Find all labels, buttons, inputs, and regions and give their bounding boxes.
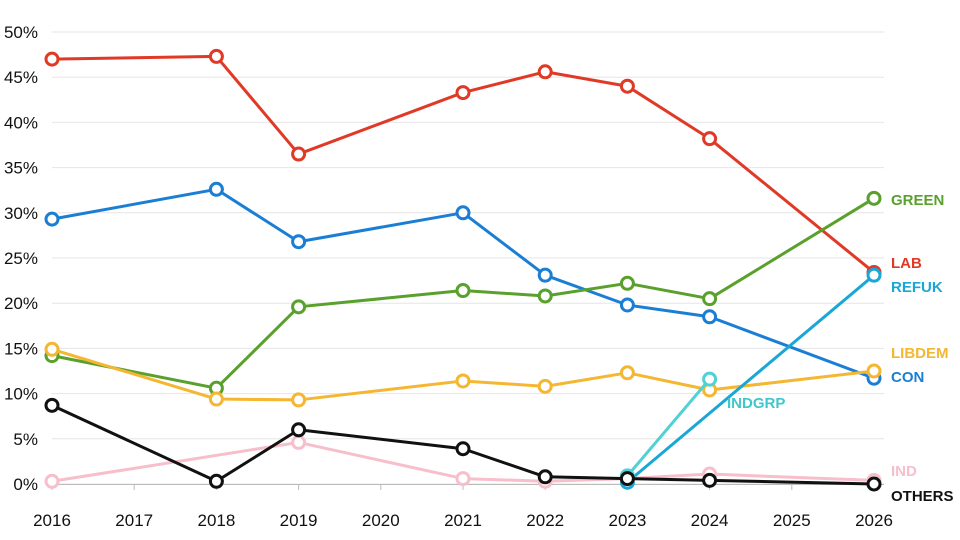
data-point-libdem <box>208 391 224 407</box>
data-point-lab <box>455 85 471 101</box>
data-point-others <box>702 472 718 488</box>
data-point-lab <box>291 146 307 162</box>
data-point-indgrp <box>702 371 718 387</box>
y-tick-label: 25% <box>4 249 38 268</box>
data-point-libdem <box>537 378 553 394</box>
data-point-con <box>537 267 553 283</box>
grid <box>52 31 884 485</box>
data-point-green <box>702 291 718 307</box>
data-point-others <box>208 473 224 489</box>
series-label-con: CON <box>891 369 924 386</box>
data-point-green <box>537 288 553 304</box>
data-point-con <box>44 211 60 227</box>
series-label-lab: LAB <box>891 255 922 272</box>
x-tick-label: 2025 <box>773 511 811 530</box>
series-line-others <box>50 403 876 486</box>
y-tick-label: 30% <box>4 204 38 223</box>
x-tick-label: 2020 <box>362 511 400 530</box>
data-point-con <box>455 205 471 221</box>
data-point-libdem <box>455 373 471 389</box>
series-label-green: GREEN <box>891 192 944 209</box>
x-tick-label: 2023 <box>608 511 646 530</box>
series-label-others: OTHERS <box>891 488 954 505</box>
data-point-green <box>866 190 882 206</box>
data-point-others <box>291 422 307 438</box>
series-labels: LAB CON GREEN LIBDEM REFUK INDGRP IND OTHERS <box>727 192 954 505</box>
x-tick-label: 2017 <box>115 511 153 530</box>
y-tick-label: 5% <box>13 430 38 449</box>
data-point-libdem <box>291 392 307 408</box>
x-tick-label: 2019 <box>280 511 318 530</box>
series-label-libdem: LIBDEM <box>891 345 949 362</box>
axes: 0% 5% 10% 15% 20% 25% 30% 35% 40% 45% 50% 2016 2017 2… <box>4 23 893 530</box>
y-tick-label: 15% <box>4 339 38 358</box>
series-line-con <box>50 187 876 380</box>
y-tick-label: 50% <box>4 23 38 42</box>
series-label-refuk: REFUK <box>891 279 943 296</box>
y-tick-label: 35% <box>4 159 38 178</box>
data-point-refuk <box>866 267 882 283</box>
x-tick-label: 2016 <box>33 511 71 530</box>
data-point-green <box>619 275 635 291</box>
series-label-indgrp: INDGRP <box>727 395 785 412</box>
x-tick-label: 2021 <box>444 511 482 530</box>
data-point-lab <box>619 78 635 94</box>
data-point-libdem <box>866 363 882 379</box>
data-point-ind <box>291 434 307 450</box>
data-point-lab <box>702 131 718 147</box>
series-line-lab <box>50 54 876 274</box>
x-tick-label: 2024 <box>691 511 729 530</box>
series-line-libdem <box>50 347 876 402</box>
data-point-ind <box>44 473 60 489</box>
data-point-lab <box>44 51 60 67</box>
data-point-others <box>44 397 60 413</box>
y-tick-label: 20% <box>4 294 38 313</box>
y-tick-label: 10% <box>4 385 38 404</box>
data-point-ind <box>455 471 471 487</box>
y-tick-label: 0% <box>13 475 38 494</box>
series-line-green <box>50 196 876 390</box>
data-point-libdem <box>44 341 60 357</box>
y-tick-label: 45% <box>4 68 38 87</box>
data-point-others <box>866 476 882 492</box>
y-tick-label: 40% <box>4 113 38 132</box>
x-tick-label: 2022 <box>526 511 564 530</box>
data-point-con <box>619 297 635 313</box>
series-line-indgrp <box>625 377 712 478</box>
x-tick-label: 2018 <box>197 511 235 530</box>
data-point-con <box>702 309 718 325</box>
data-point-green <box>455 283 471 299</box>
data-point-con <box>208 181 224 197</box>
series-label-ind: IND <box>891 463 917 480</box>
data-point-others <box>537 469 553 485</box>
data-point-green <box>291 299 307 315</box>
data-point-lab <box>537 64 553 80</box>
data-point-lab <box>208 48 224 64</box>
x-tick-label: 2026 <box>855 511 893 530</box>
series <box>44 48 882 492</box>
data-point-others <box>619 471 635 487</box>
data-point-con <box>291 234 307 250</box>
data-point-others <box>455 441 471 457</box>
series-line-refuk <box>625 273 876 484</box>
data-point-libdem <box>619 365 635 381</box>
